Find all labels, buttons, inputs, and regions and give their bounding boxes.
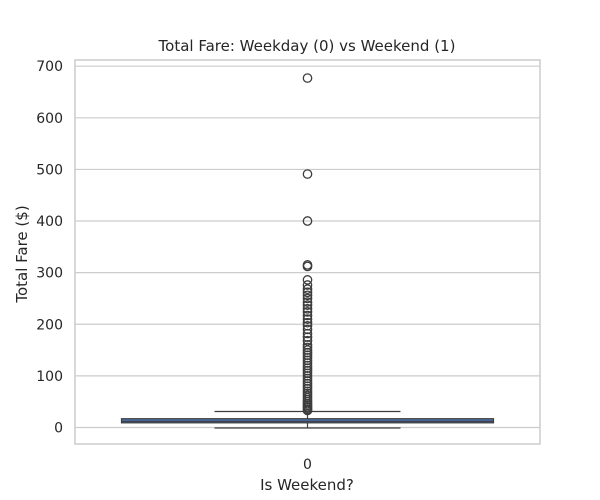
outlier-point <box>302 293 313 304</box>
y-tick-label: 0 <box>54 420 63 436</box>
outlier-point <box>302 317 313 328</box>
outlier-point <box>302 360 313 371</box>
outlier-point <box>302 300 313 311</box>
y-axis-label: Total Fare ($) <box>13 205 31 303</box>
outlier-point <box>302 169 313 179</box>
y-tick-label: 300 <box>36 266 63 282</box>
outlier-point <box>302 328 313 339</box>
y-tick-labels: 0 100 200 300 400 500 600 700 <box>36 59 63 436</box>
y-tick-label: 500 <box>36 162 63 178</box>
outlier-point <box>302 352 313 363</box>
outlier-point <box>302 332 313 343</box>
gridlines <box>75 65 540 429</box>
outlier-point <box>302 290 313 301</box>
outlier-point <box>302 340 313 350</box>
outlier-point <box>302 335 313 346</box>
outlier-point <box>302 347 313 358</box>
x-tick-label: 0 <box>303 457 312 473</box>
outlier-point <box>302 303 313 314</box>
outlier-point <box>302 275 313 285</box>
outlier-point <box>302 314 313 324</box>
outlier-point <box>302 216 313 226</box>
y-tick-label: 100 <box>36 369 63 385</box>
x-tick-labels: 0 <box>303 457 312 473</box>
outlier-point <box>302 345 313 355</box>
outlier-point <box>302 310 313 321</box>
y-tick-label: 600 <box>36 111 63 127</box>
outlier-point <box>302 324 313 335</box>
outlier-point <box>302 355 313 366</box>
outlier-point <box>302 284 313 295</box>
y-tick-label: 700 <box>36 59 63 75</box>
outlier-point <box>302 297 313 307</box>
outlier-point <box>302 260 313 270</box>
outlier-point <box>302 368 313 379</box>
outlier-point <box>302 373 313 384</box>
outlier-point <box>302 320 313 331</box>
outlier-point <box>302 280 313 290</box>
chart-title: Total Fare: Weekday (0) vs Weekend (1) <box>158 37 456 55</box>
outlier-point <box>302 363 313 373</box>
outlier-point <box>302 365 313 376</box>
y-tick-label: 200 <box>36 317 63 333</box>
x-axis-label: Is Weekend? <box>260 476 354 494</box>
outlier-point <box>302 287 313 298</box>
outlier-point <box>302 383 313 394</box>
outlier-point <box>302 378 313 389</box>
plot-frame <box>74 59 541 445</box>
y-tick-label: 400 <box>36 214 63 230</box>
outlier-point <box>302 381 313 392</box>
outlier-point <box>302 371 313 381</box>
box-plot-group <box>120 73 495 429</box>
outlier-point <box>302 342 313 353</box>
outlier-point <box>302 73 313 83</box>
outlier-point <box>302 307 313 317</box>
outlier-point <box>302 358 313 368</box>
outlier-point <box>302 386 313 397</box>
outlier-point <box>302 376 313 386</box>
outlier-point <box>302 350 313 361</box>
